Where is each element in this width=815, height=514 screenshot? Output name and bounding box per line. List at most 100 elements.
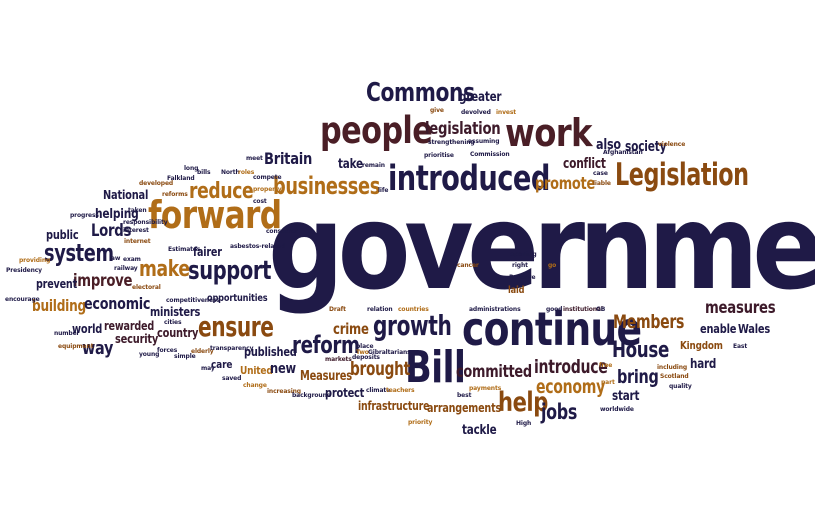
word-united: United	[240, 364, 273, 377]
word-jobs: jobs	[541, 400, 578, 424]
word-give: give	[430, 107, 444, 114]
word-consumer: consumer	[266, 228, 299, 235]
word-support: support	[188, 256, 272, 286]
word-invest: invest	[496, 109, 517, 116]
word-afghanistan: Afghanistan	[603, 149, 643, 156]
word-help: help	[498, 387, 548, 418]
word-go: go	[548, 262, 557, 269]
word-wales: Wales	[738, 322, 771, 336]
word-equipment: equipment	[58, 343, 94, 350]
word-opening: opening	[510, 251, 537, 258]
word-roles: roles	[238, 169, 255, 176]
word-long: long	[184, 165, 199, 172]
word-free: free	[599, 362, 613, 369]
word-reform: reform	[292, 331, 360, 359]
word-commission: Commission	[470, 151, 510, 158]
word-gb: GB	[596, 306, 606, 313]
word-priority: priority	[408, 419, 433, 426]
word-law: law	[109, 255, 121, 262]
word-commons: Commons	[366, 78, 475, 108]
word-conflict: conflict	[563, 156, 606, 172]
word-railway: railway	[114, 265, 138, 272]
word-bring: bring	[617, 366, 659, 388]
word-saved: saved	[222, 375, 242, 382]
word-government: government	[268, 178, 815, 316]
word-relation: relation	[367, 306, 393, 313]
word-asbestos-related: asbestos-related	[230, 243, 286, 250]
word-violence: violence	[658, 141, 686, 148]
word-enable: enable	[700, 322, 737, 336]
word-improve: improve	[73, 271, 133, 291]
word-greater: greater	[459, 90, 502, 105]
word-payments: payments	[469, 385, 502, 392]
word-take: take	[338, 157, 363, 172]
word-background: background	[292, 392, 331, 399]
word-businesses: businesses	[273, 172, 380, 200]
word-ministers: ministers	[150, 305, 201, 319]
word-right: right	[512, 262, 528, 269]
word-strengthening: strengthening	[428, 139, 475, 146]
word-east: East	[733, 343, 748, 350]
word-administrations: administrations	[469, 306, 521, 313]
word-property: property	[253, 186, 282, 193]
word-reforms: reforms	[162, 191, 188, 198]
word-two: Two	[356, 349, 369, 356]
word-committed: committed	[456, 362, 532, 382]
word-rewarded: rewarded	[104, 319, 155, 333]
word-lords: Lords	[91, 221, 132, 241]
word-arrangements: arrangements	[427, 401, 501, 415]
word-society: society	[625, 139, 667, 155]
word-case: case	[593, 170, 608, 177]
word-building: building	[32, 296, 86, 315]
word-people: people	[320, 109, 433, 152]
word-cities: cities	[164, 319, 182, 326]
word-infrastructure: infrastructure	[358, 399, 430, 413]
word-elderly: elderly	[191, 348, 214, 355]
word-legislation: legislation	[425, 119, 501, 139]
word-best: best	[457, 392, 472, 399]
word-scotland: Scotland	[660, 373, 689, 380]
word-meet: meet	[246, 155, 263, 162]
word-new: new	[270, 361, 296, 377]
word-house: House	[612, 338, 670, 363]
word-countries: countries	[398, 306, 429, 313]
word-care: care	[211, 358, 233, 371]
word-north: North	[221, 169, 240, 176]
word-worldwide: worldwide	[600, 406, 634, 413]
word-providing: providing	[19, 257, 51, 264]
word-encourage: encourage	[5, 296, 40, 303]
word-britain: Britain	[264, 149, 313, 168]
word-helping: helping	[95, 207, 139, 222]
word-tackle: tackle	[462, 423, 497, 438]
word-number: number	[54, 330, 80, 337]
word-institutional: institutional	[563, 306, 603, 313]
word-cost: cost	[253, 198, 267, 205]
word-markets: markets	[325, 356, 352, 363]
word-also: also	[596, 137, 621, 153]
word-legislation-cap: Legislation	[615, 157, 749, 193]
word-interest: interest	[123, 227, 149, 234]
word-high: High	[516, 420, 532, 427]
word-gibraltarians: Gibraltarians	[368, 349, 411, 356]
word-presidency: Presidency	[6, 267, 42, 274]
word-simple: simple	[174, 353, 196, 360]
word-responsibility: responsibility	[123, 219, 168, 226]
word-change: change	[243, 382, 267, 389]
word-introduced: introduced	[388, 159, 550, 199]
word-public: public	[46, 228, 79, 242]
word-cancer: cancer	[457, 262, 479, 269]
word-place: place	[356, 343, 374, 350]
word-crime: crime	[333, 320, 369, 338]
word-economic: economic	[84, 294, 151, 313]
word-teachers: teachers	[386, 387, 415, 394]
word-compete: compete	[253, 174, 282, 181]
word-make: make	[139, 257, 190, 282]
word-economy: economy	[536, 376, 606, 398]
word-including: including	[657, 364, 688, 371]
word-draft: Draft	[329, 306, 346, 313]
word-liable: liable	[593, 180, 611, 187]
word-continue: continue	[462, 302, 642, 356]
word-brought: brought	[350, 358, 410, 380]
word-bills: bills	[197, 169, 211, 176]
word-internet: internet	[124, 238, 151, 245]
